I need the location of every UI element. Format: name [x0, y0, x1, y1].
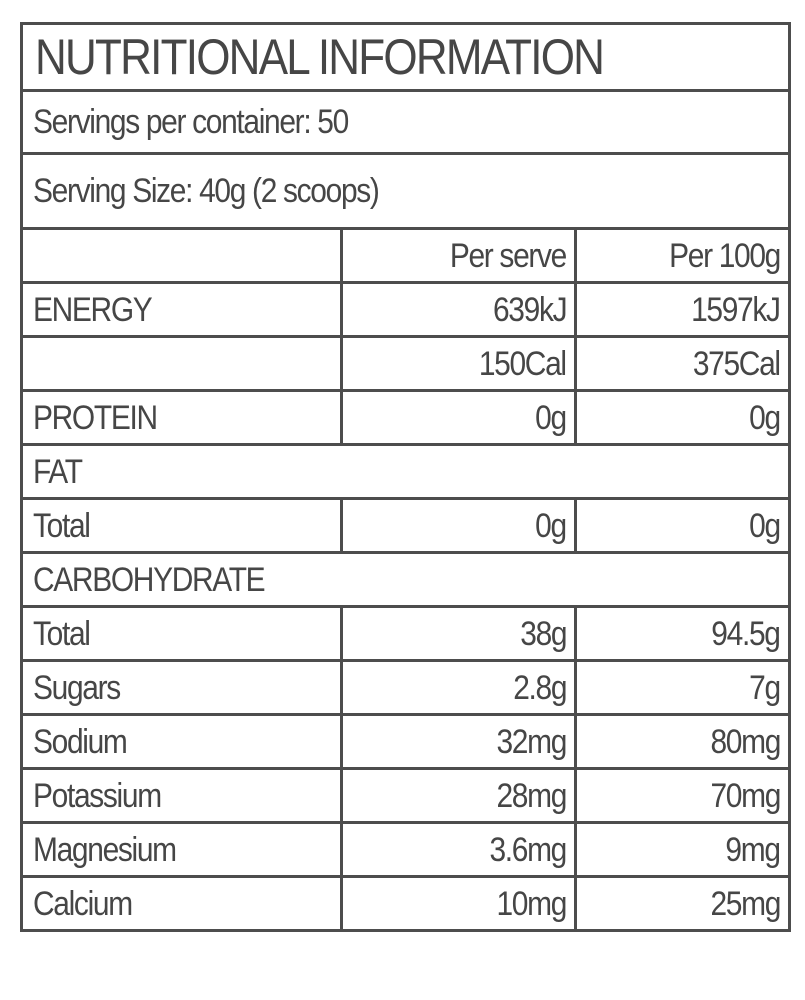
header-row: Per serve Per 100g [20, 227, 792, 284]
per-100g-value: 375Cal [573, 335, 792, 392]
title-text: NUTRITIONAL INFORMATION [35, 29, 605, 85]
table-row: Calcium 10mg 25mg [20, 875, 792, 932]
nutrient-label: Magnesium [20, 821, 343, 878]
table-row: Potassium 28mg 70mg [20, 767, 792, 824]
serving-size-text: Serving Size: 40g (2 scoops) [33, 172, 380, 210]
per-serve-value: 0g [340, 389, 577, 446]
per-serve-value: 150Cal [340, 335, 577, 392]
per-serve-value: 2.8g [340, 659, 577, 716]
per-serve-value: 10mg [340, 875, 577, 932]
header-per-serve: Per serve [340, 227, 577, 284]
per-serve-value: 0g [340, 497, 577, 554]
table-row: Magnesium 3.6mg 9mg [20, 821, 792, 878]
per-100g-value: 94.5g [573, 605, 792, 662]
section-row: CARBOHYDRATE [19, 551, 792, 608]
nutrient-label: Potassium [20, 767, 343, 824]
per-100g-value: 80mg [573, 713, 792, 770]
table-row: Total 38g 94.5g [20, 605, 792, 662]
per-serve-value: 38g [340, 605, 577, 662]
nutrient-label: PROTEIN [20, 389, 343, 446]
nutrient-label [20, 335, 343, 392]
nutrient-label: ENERGY [20, 281, 343, 338]
per-100g-value: 7g [573, 659, 792, 716]
per-serve-value: 3.6mg [340, 821, 577, 878]
section-row: FAT [19, 443, 792, 500]
table-row: Sugars 2.8g 7g [20, 659, 792, 716]
table-row: Sodium 32mg 80mg [20, 713, 792, 770]
serving-size: Serving Size: 40g (2 scoops) [19, 152, 792, 230]
servings-per-container: Servings per container: 50 [19, 89, 792, 155]
section-label: FAT [19, 443, 792, 500]
nutrient-label: Calcium [20, 875, 343, 932]
per-100g-value: 1597kJ [573, 281, 792, 338]
table-row: ENERGY 639kJ 1597kJ [20, 281, 792, 338]
per-100g-value: 0g [573, 497, 792, 554]
table-row: PROTEIN 0g 0g [20, 389, 792, 446]
nutrient-label: Sugars [20, 659, 343, 716]
per-serve-value: 32mg [340, 713, 577, 770]
per-serve-value: 28mg [340, 767, 577, 824]
nutrition-table: NUTRITIONAL INFORMATION Servings per con… [19, 22, 792, 932]
section-label: CARBOHYDRATE [19, 551, 792, 608]
per-serve-value: 639kJ [340, 281, 577, 338]
table-row: Total 0g 0g [20, 497, 792, 554]
per-100g-value: 0g [573, 389, 792, 446]
header-per-100g: Per 100g [573, 227, 792, 284]
header-blank [20, 227, 343, 284]
nutrient-label: Total [20, 497, 343, 554]
nutrient-label: Total [20, 605, 343, 662]
per-100g-value: 9mg [573, 821, 792, 878]
servings-text: Servings per container: 50 [33, 103, 349, 141]
per-100g-value: 70mg [573, 767, 792, 824]
nutrient-label: Sodium [20, 713, 343, 770]
table-row: 150Cal 375Cal [20, 335, 792, 392]
table-title: NUTRITIONAL INFORMATION [19, 22, 792, 92]
per-100g-value: 25mg [573, 875, 792, 932]
